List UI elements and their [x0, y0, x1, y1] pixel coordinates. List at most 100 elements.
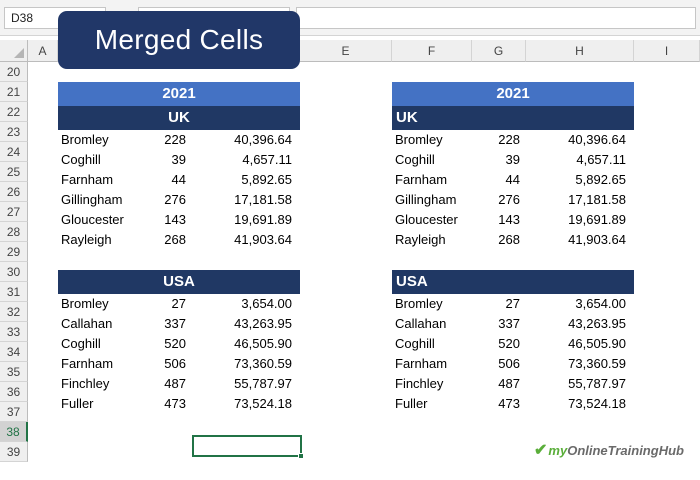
- amount-cell[interactable]: 73,360.59: [568, 356, 626, 371]
- row-header[interactable]: 21: [0, 82, 28, 102]
- amount-cell[interactable]: 5,892.65: [241, 172, 292, 187]
- quantity-cell[interactable]: 228: [164, 132, 186, 147]
- row-header[interactable]: 33: [0, 322, 28, 342]
- amount-cell[interactable]: 3,654.00: [575, 296, 626, 311]
- amount-cell[interactable]: 43,263.95: [234, 316, 292, 331]
- city-cell[interactable]: Coghill: [61, 336, 101, 351]
- quantity-cell[interactable]: 228: [498, 132, 520, 147]
- city-cell[interactable]: Farnham: [61, 356, 114, 371]
- quantity-cell[interactable]: 276: [498, 192, 520, 207]
- quantity-cell[interactable]: 268: [164, 232, 186, 247]
- quantity-cell[interactable]: 473: [164, 396, 186, 411]
- city-cell[interactable]: Finchley: [395, 376, 444, 391]
- amount-cell[interactable]: 19,691.89: [568, 212, 626, 227]
- amount-cell[interactable]: 4,657.11: [242, 152, 292, 167]
- column-header-g[interactable]: G: [472, 40, 526, 62]
- amount-cell[interactable]: 43,263.95: [568, 316, 626, 331]
- city-cell[interactable]: Fuller: [61, 396, 94, 411]
- row-header[interactable]: 35: [0, 362, 28, 382]
- amount-cell[interactable]: 19,691.89: [234, 212, 292, 227]
- formula-input[interactable]: [296, 7, 696, 29]
- row-header[interactable]: 37: [0, 402, 28, 422]
- amount-cell[interactable]: 5,892.65: [575, 172, 626, 187]
- country-header[interactable]: UK: [392, 106, 634, 130]
- quantity-cell[interactable]: 44: [171, 172, 186, 187]
- city-cell[interactable]: Farnham: [395, 172, 448, 187]
- quantity-cell[interactable]: 276: [164, 192, 186, 207]
- column-header-i[interactable]: I: [634, 40, 700, 62]
- amount-cell[interactable]: 46,505.90: [568, 336, 626, 351]
- row-header[interactable]: 27: [0, 202, 28, 222]
- amount-cell[interactable]: 3,654.00: [241, 296, 292, 311]
- fill-handle[interactable]: [298, 453, 304, 459]
- country-header[interactable]: USA: [392, 270, 634, 294]
- row-header[interactable]: 36: [0, 382, 28, 402]
- row-header[interactable]: 26: [0, 182, 28, 202]
- row-header[interactable]: 22: [0, 102, 28, 122]
- quantity-cell[interactable]: 487: [164, 376, 186, 391]
- row-header[interactable]: 23: [0, 122, 28, 142]
- amount-cell[interactable]: 73,524.18: [568, 396, 626, 411]
- city-cell[interactable]: Rayleigh: [395, 232, 446, 247]
- row-header[interactable]: 39: [0, 442, 28, 462]
- column-header-a[interactable]: A: [28, 40, 58, 62]
- city-cell[interactable]: Coghill: [395, 152, 435, 167]
- city-cell[interactable]: Gillingham: [395, 192, 457, 207]
- quantity-cell[interactable]: 473: [498, 396, 520, 411]
- quantity-cell[interactable]: 27: [505, 296, 520, 311]
- city-cell[interactable]: Farnham: [61, 172, 114, 187]
- amount-cell[interactable]: 4,657.11: [576, 152, 626, 167]
- city-cell[interactable]: Callahan: [395, 316, 447, 331]
- row-header[interactable]: 30: [0, 262, 28, 282]
- column-header-h[interactable]: H: [526, 40, 634, 62]
- city-cell[interactable]: Coghill: [61, 152, 101, 167]
- city-cell[interactable]: Gloucester: [395, 212, 458, 227]
- column-header-e[interactable]: E: [300, 40, 392, 62]
- quantity-cell[interactable]: 506: [498, 356, 520, 371]
- city-cell[interactable]: Bromley: [61, 296, 109, 311]
- quantity-cell[interactable]: 39: [171, 152, 186, 167]
- quantity-cell[interactable]: 44: [505, 172, 520, 187]
- column-header-f[interactable]: F: [392, 40, 472, 62]
- quantity-cell[interactable]: 27: [171, 296, 186, 311]
- quantity-cell[interactable]: 39: [505, 152, 520, 167]
- city-cell[interactable]: Bromley: [395, 132, 443, 147]
- row-header[interactable]: 25: [0, 162, 28, 182]
- country-header[interactable]: UK: [58, 106, 300, 130]
- city-cell[interactable]: Finchley: [61, 376, 110, 391]
- year-header[interactable]: 2021: [392, 82, 634, 106]
- quantity-cell[interactable]: 143: [498, 212, 520, 227]
- quantity-cell[interactable]: 487: [498, 376, 520, 391]
- city-cell[interactable]: Farnham: [395, 356, 448, 371]
- row-header[interactable]: 34: [0, 342, 28, 362]
- row-header[interactable]: 20: [0, 62, 28, 82]
- quantity-cell[interactable]: 337: [498, 316, 520, 331]
- year-header[interactable]: 2021: [58, 82, 300, 106]
- city-cell[interactable]: Callahan: [61, 316, 113, 331]
- amount-cell[interactable]: 55,787.97: [568, 376, 626, 391]
- row-header[interactable]: 24: [0, 142, 28, 162]
- quantity-cell[interactable]: 520: [498, 336, 520, 351]
- quantity-cell[interactable]: 143: [164, 212, 186, 227]
- quantity-cell[interactable]: 337: [164, 316, 186, 331]
- amount-cell[interactable]: 40,396.64: [568, 132, 626, 147]
- quantity-cell[interactable]: 520: [164, 336, 186, 351]
- row-header[interactable]: 38: [0, 422, 28, 442]
- amount-cell[interactable]: 41,903.64: [568, 232, 626, 247]
- amount-cell[interactable]: 40,396.64: [234, 132, 292, 147]
- amount-cell[interactable]: 73,524.18: [234, 396, 292, 411]
- city-cell[interactable]: Fuller: [395, 396, 428, 411]
- selected-cell[interactable]: [192, 435, 304, 459]
- row-header[interactable]: 29: [0, 242, 28, 262]
- city-cell[interactable]: Gloucester: [61, 212, 124, 227]
- quantity-cell[interactable]: 268: [498, 232, 520, 247]
- amount-cell[interactable]: 73,360.59: [234, 356, 292, 371]
- select-all-corner[interactable]: [0, 40, 28, 62]
- city-cell[interactable]: Bromley: [61, 132, 109, 147]
- row-header[interactable]: 31: [0, 282, 28, 302]
- country-header[interactable]: USA: [58, 270, 300, 294]
- amount-cell[interactable]: 46,505.90: [234, 336, 292, 351]
- row-header[interactable]: 32: [0, 302, 28, 322]
- city-cell[interactable]: Bromley: [395, 296, 443, 311]
- row-header[interactable]: 28: [0, 222, 28, 242]
